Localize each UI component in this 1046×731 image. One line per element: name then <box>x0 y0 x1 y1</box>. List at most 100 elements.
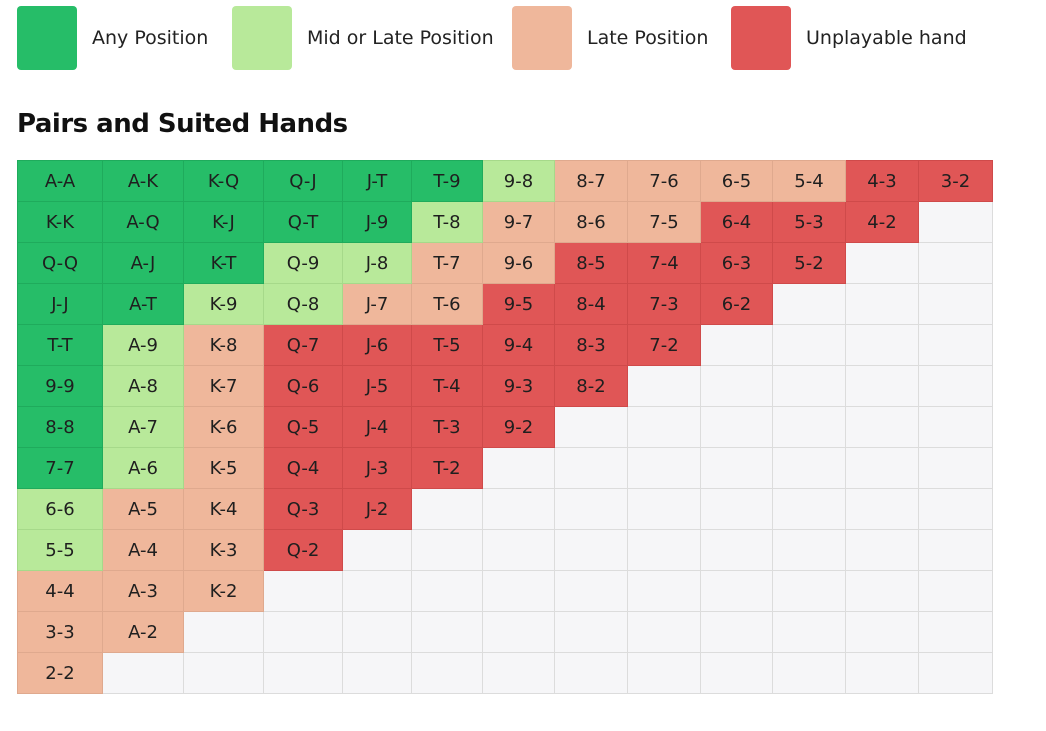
hand-cell: K-2 <box>183 570 264 612</box>
hand-cell: 9-6 <box>482 242 555 284</box>
hand-cell: Q-5 <box>263 406 343 448</box>
hand-cell: 6-3 <box>700 242 773 284</box>
hand-cell: 5-2 <box>772 242 846 284</box>
hand-cell: T-T <box>17 324 103 366</box>
empty-cell <box>554 406 628 448</box>
table-row: 3-3 A-2 <box>17 611 993 653</box>
hand-cell: A-K <box>102 160 184 202</box>
hand-cell: 6-4 <box>700 201 773 243</box>
hand-cell: 9-2 <box>482 406 555 448</box>
hand-cell: 8-6 <box>554 201 628 243</box>
legend-swatch-unplayable-hand <box>731 6 791 70</box>
empty-cell <box>845 529 919 571</box>
empty-cell <box>627 529 701 571</box>
empty-cell <box>845 242 919 284</box>
hand-cell: 8-7 <box>554 160 628 202</box>
hand-cell: J-8 <box>342 242 412 284</box>
table-row: 4-4 A-3 K-2 <box>17 570 993 612</box>
hand-cell: K-T <box>183 242 264 284</box>
empty-cell <box>918 652 993 694</box>
empty-cell <box>342 529 412 571</box>
hand-cell: T-6 <box>411 283 483 325</box>
empty-cell <box>554 652 628 694</box>
legend: Any Position Mid or Late Position Late P… <box>17 6 1017 72</box>
hand-cell: Q-9 <box>263 242 343 284</box>
empty-cell <box>482 488 555 530</box>
legend-label-mid-or-late-position: Mid or Late Position <box>307 27 494 49</box>
empty-cell <box>845 365 919 407</box>
hand-cell: T-4 <box>411 365 483 407</box>
empty-cell <box>263 652 343 694</box>
empty-cell <box>845 488 919 530</box>
hand-cell: K-K <box>17 201 103 243</box>
hand-grid: A-A A-K K-Q Q-J J-T T-9 9-8 8-7 7-6 6-5 5-4 4-3 3-2 K… <box>17 160 993 694</box>
hand-cell: T-7 <box>411 242 483 284</box>
hand-cell: 7-3 <box>627 283 701 325</box>
empty-cell <box>772 406 846 448</box>
hand-cell: Q-Q <box>17 242 103 284</box>
hand-cell: J-4 <box>342 406 412 448</box>
empty-cell <box>554 611 628 653</box>
hand-cell: 8-4 <box>554 283 628 325</box>
empty-cell <box>918 324 993 366</box>
hand-cell: T-5 <box>411 324 483 366</box>
empty-cell <box>482 529 555 571</box>
hand-cell: 5-5 <box>17 529 103 571</box>
hand-cell: Q-7 <box>263 324 343 366</box>
hand-cell: A-A <box>17 160 103 202</box>
hand-cell: 6-5 <box>700 160 773 202</box>
empty-cell <box>627 611 701 653</box>
empty-cell <box>700 529 773 571</box>
empty-cell <box>772 652 846 694</box>
hand-cell: 9-3 <box>482 365 555 407</box>
empty-cell <box>918 283 993 325</box>
empty-cell <box>627 406 701 448</box>
empty-cell <box>918 365 993 407</box>
hand-cell: A-Q <box>102 201 184 243</box>
hand-cell: Q-6 <box>263 365 343 407</box>
empty-cell <box>554 529 628 571</box>
empty-cell <box>627 447 701 489</box>
legend-swatch-any-position <box>17 6 77 70</box>
hand-cell: K-9 <box>183 283 264 325</box>
empty-cell <box>627 652 701 694</box>
empty-cell <box>772 365 846 407</box>
hand-cell: 5-4 <box>772 160 846 202</box>
hand-cell: 7-4 <box>627 242 701 284</box>
hand-cell: A-8 <box>102 365 184 407</box>
hand-cell: A-5 <box>102 488 184 530</box>
empty-cell <box>845 406 919 448</box>
table-row: 2-2 <box>17 652 993 694</box>
hand-cell: Q-J <box>263 160 343 202</box>
hand-cell: 7-5 <box>627 201 701 243</box>
empty-cell <box>772 324 846 366</box>
hand-cell: Q-3 <box>263 488 343 530</box>
hand-cell: 8-5 <box>554 242 628 284</box>
empty-cell <box>918 406 993 448</box>
empty-cell <box>700 324 773 366</box>
empty-cell <box>700 611 773 653</box>
legend-swatch-late-position <box>512 6 572 70</box>
hand-cell: K-Q <box>183 160 264 202</box>
hand-cell: A-7 <box>102 406 184 448</box>
empty-cell <box>554 447 628 489</box>
table-row: 8-8 A-7 K-6 Q-5 J-4 T-3 9-2 <box>17 406 993 448</box>
empty-cell <box>845 570 919 612</box>
table-row: 9-9 A-8 K-7 Q-6 J-5 T-4 9-3 8-2 <box>17 365 993 407</box>
empty-cell <box>482 611 555 653</box>
empty-cell <box>772 611 846 653</box>
empty-cell <box>772 570 846 612</box>
empty-cell <box>342 611 412 653</box>
hand-cell: A-T <box>102 283 184 325</box>
empty-cell <box>700 488 773 530</box>
empty-cell <box>918 242 993 284</box>
hand-cell: 4-3 <box>845 160 919 202</box>
hand-cell: K-4 <box>183 488 264 530</box>
empty-cell <box>102 652 184 694</box>
empty-cell <box>845 652 919 694</box>
hand-cell: J-6 <box>342 324 412 366</box>
empty-cell <box>554 570 628 612</box>
hand-cell: 9-8 <box>482 160 555 202</box>
empty-cell <box>845 324 919 366</box>
hand-cell: 4-4 <box>17 570 103 612</box>
